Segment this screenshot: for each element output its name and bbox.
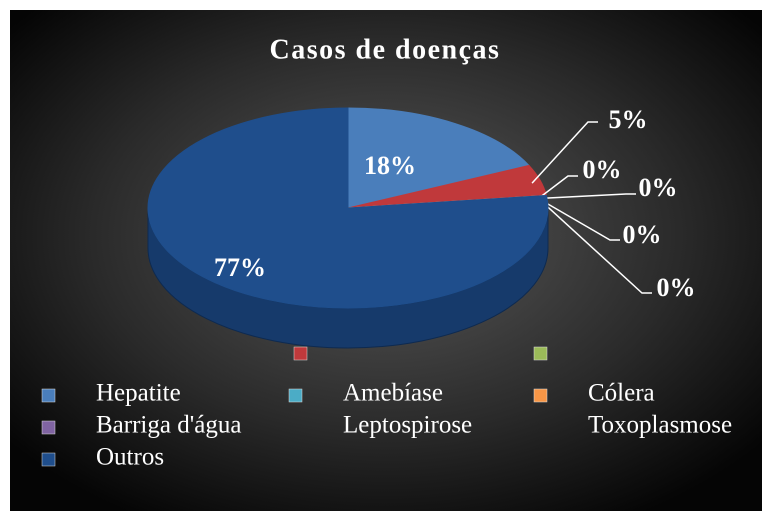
- legend-marker: [293, 346, 308, 361]
- data-label: 5%: [609, 105, 648, 134]
- leader-line: [537, 175, 578, 200]
- legend-marker: [288, 388, 303, 403]
- pie-slice: [347, 107, 530, 209]
- data-label: 0%: [583, 155, 622, 184]
- legend-marker: [533, 388, 548, 403]
- legend-marker: [41, 452, 56, 467]
- data-label: 0%: [639, 173, 678, 202]
- legend-label: Leptospirose: [343, 412, 472, 439]
- legend-marker: [533, 346, 548, 361]
- data-label: 0%: [657, 273, 696, 302]
- legend-label: Cólera: [588, 380, 655, 407]
- legend-label: Toxoplasmose: [588, 412, 732, 439]
- leader-line: [538, 193, 636, 200]
- legend-marker: [41, 420, 56, 435]
- data-label: 77%: [214, 253, 266, 282]
- pie-slice: [147, 107, 549, 309]
- legend-marker: [41, 388, 56, 403]
- leader-line: [538, 197, 620, 241]
- chart-title: Casos de doenças: [270, 34, 501, 65]
- legend-label: Hepatite: [96, 380, 181, 407]
- legend-label: Outros: [96, 444, 164, 471]
- leader-line: [531, 121, 598, 184]
- data-label: 18%: [364, 151, 416, 180]
- legend-label: Barriga d'água: [96, 412, 241, 439]
- data-label: 0%: [623, 220, 662, 249]
- leader-line: [537, 197, 652, 294]
- legend-label: Amebíase: [343, 380, 443, 407]
